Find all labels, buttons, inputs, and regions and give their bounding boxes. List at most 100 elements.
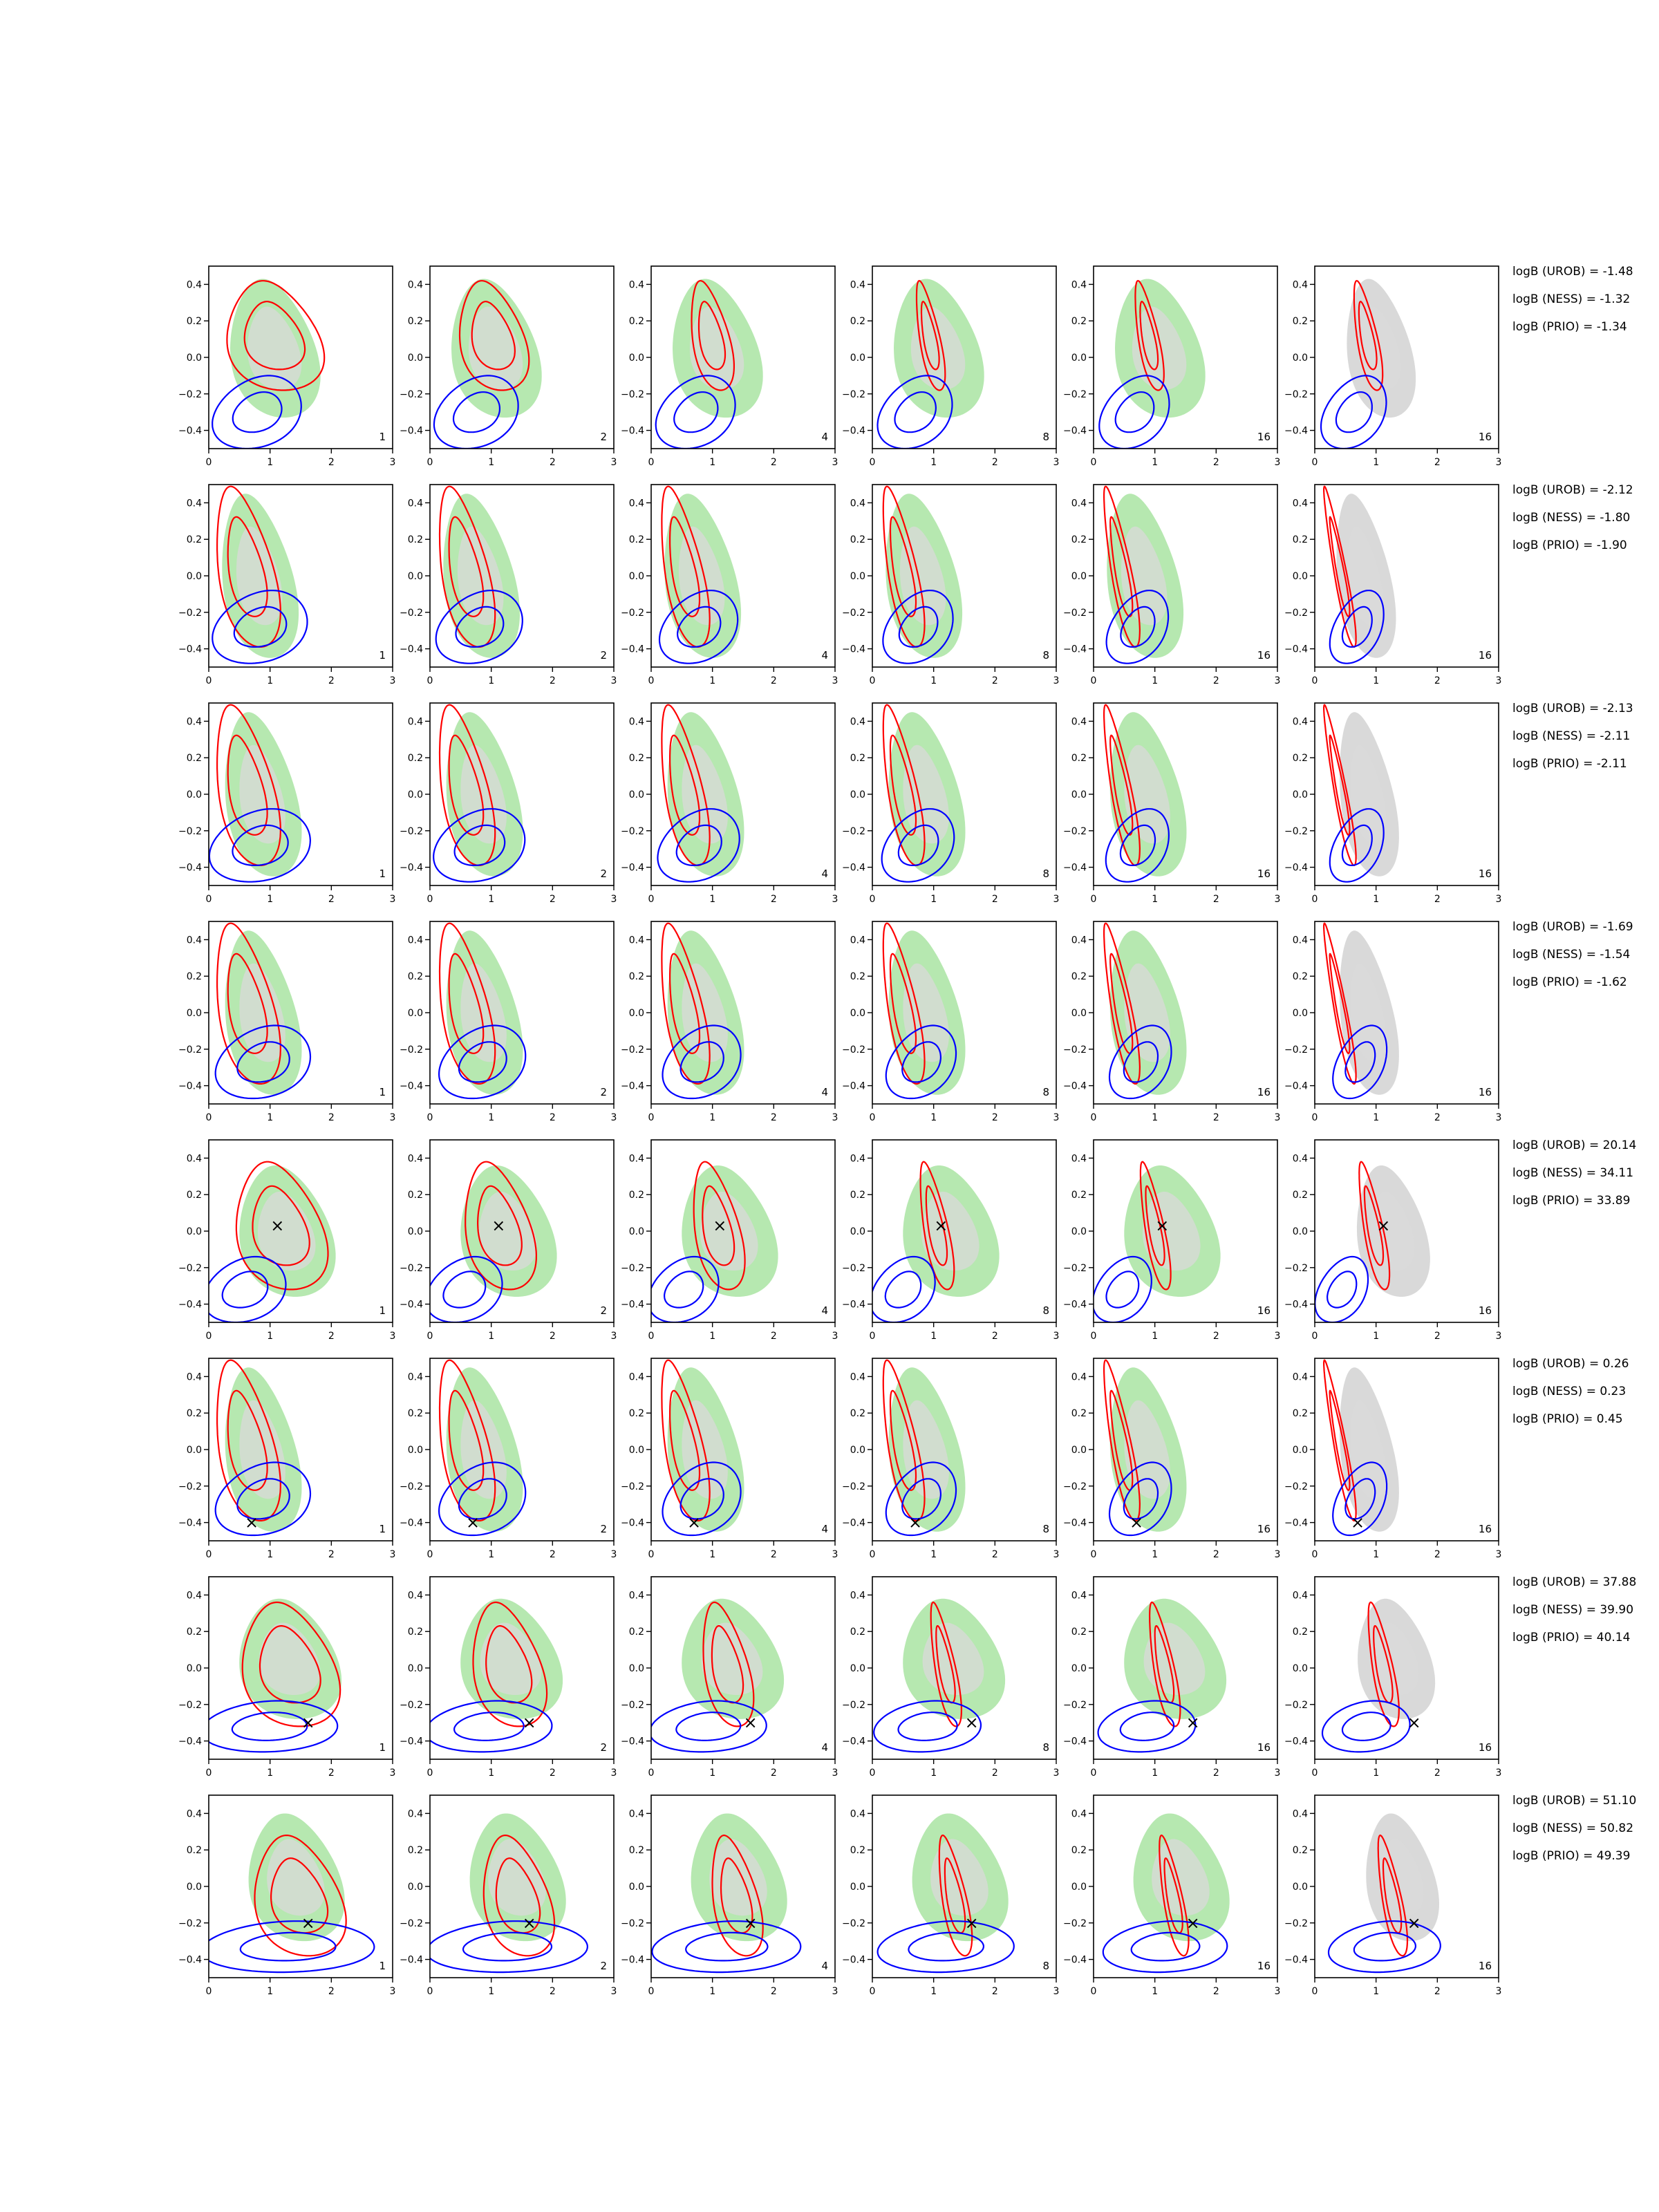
y-tick-label: 0.0 [1293, 353, 1308, 364]
x-tick-label: 1 [930, 675, 937, 686]
red-contour-inner [448, 953, 485, 1054]
blue-contour-outer [438, 1461, 527, 1537]
y-tick-label: 0.0 [629, 1226, 644, 1237]
y-tick-label: 0.4 [187, 498, 202, 509]
red-contour-outer [241, 1601, 341, 1727]
x-tick-label: 1 [1373, 1986, 1379, 1997]
y-tick-label: 0.2 [408, 316, 423, 327]
y-tick-label: 0.0 [408, 353, 423, 364]
x-tick-label: 1 [1373, 457, 1379, 468]
y-tick-label: 0.2 [1071, 753, 1087, 764]
x-tick-label: 3 [390, 1549, 396, 1560]
x-tick-label: 3 [611, 457, 617, 468]
x-tick-label: 0 [870, 1986, 876, 1997]
subplot-r2-c5: 0 1 2 3 0.4 0.2 0.0 −0.2 −0.4 16 [1063, 484, 1280, 686]
y-tick-label: 0.4 [629, 935, 644, 946]
blue-contour-outer [1329, 808, 1385, 883]
corner-label: 16 [1479, 868, 1492, 880]
y-tick-label: 0.4 [408, 716, 423, 727]
y-tick-label: 0.0 [1071, 1663, 1087, 1674]
x-tick-label: 0 [1091, 1331, 1097, 1342]
red-contour-outer [1103, 1359, 1141, 1521]
blue-contour-inner [1119, 1712, 1175, 1741]
x-tick-label: 0 [427, 1112, 433, 1123]
y-tick-label: −0.4 [1063, 1736, 1087, 1747]
x-tick-label: 3 [390, 1331, 396, 1342]
subplot-r6-c3: × 0 1 2 3 0.4 0.2 0.0 −0.2 −0.4 4 [621, 1358, 838, 1560]
x-tick-label: 3 [832, 1768, 838, 1779]
density-fill-inner [930, 1839, 988, 1916]
y-tick-label: 0.2 [1071, 1627, 1087, 1638]
blue-contour-outer [1329, 590, 1385, 664]
blue-contour-outer [655, 375, 736, 449]
corner-label: 16 [1257, 1523, 1271, 1535]
x-tick-label: 1 [267, 675, 273, 686]
red-contour-outer [216, 922, 281, 1085]
logb-line: logB (UROB) = 51.10 [1512, 1794, 1637, 1808]
red-contour-outer [1323, 922, 1357, 1085]
x-tick-label: 0 [427, 1549, 433, 1560]
x-tick-label: 0 [648, 675, 655, 686]
y-tick-label: −0.4 [842, 1081, 865, 1092]
density-fill-inner [1347, 526, 1383, 626]
corner-label: 8 [1042, 1086, 1049, 1098]
red-contour-outer [711, 1835, 764, 1957]
y-tick-label: −0.4 [1284, 1736, 1308, 1747]
y-tick-label: 0.4 [850, 1590, 865, 1601]
y-tick-label: 0.2 [1071, 1190, 1087, 1201]
logb-line: logB (NESS) = -1.80 [1512, 511, 1631, 525]
density-fill-inner [903, 744, 949, 844]
y-tick-label: 0.2 [408, 753, 423, 764]
subplot-r5-c4: × 0 1 2 3 0.4 0.2 0.0 −0.2 −0.4 8 [842, 1139, 1059, 1342]
y-tick-label: −0.2 [621, 1700, 644, 1711]
y-tick-label: 0.0 [629, 1445, 644, 1456]
true-value-marker: × [1186, 1913, 1200, 1933]
true-value-marker: × [491, 1216, 505, 1235]
x-tick-label: 2 [992, 1986, 998, 1997]
y-tick-label: 0.0 [1293, 1663, 1308, 1674]
density-fill-inner [1124, 1400, 1170, 1499]
corner-label: 4 [821, 1741, 828, 1754]
y-tick-label: −0.2 [1284, 1044, 1308, 1056]
subplot-r7-c4: × 0 1 2 3 0.4 0.2 0.0 −0.2 −0.4 8 [842, 1576, 1059, 1779]
y-tick-label: −0.2 [178, 826, 202, 837]
logb-line: logB (UROB) = -2.12 [1512, 483, 1633, 497]
y-tick-label: 0.0 [1293, 571, 1308, 582]
blue-contour-outer [1102, 1920, 1228, 1974]
blue-contour-inner [1344, 1041, 1376, 1083]
blue-contour-inner [232, 391, 283, 433]
x-tick-label: 3 [1053, 1549, 1060, 1560]
red-contour-outer [226, 280, 326, 391]
x-tick-label: 0 [1091, 1768, 1097, 1779]
x-tick-label: 2 [550, 894, 556, 905]
density-fill-inner [1124, 963, 1170, 1062]
y-tick-label: −0.4 [400, 1955, 423, 1966]
blue-contour-outer [877, 375, 953, 449]
red-contour-outer [1358, 1161, 1391, 1291]
x-tick-label: 3 [1496, 675, 1502, 686]
logb-block-row-1: logB (UROB) = -1.48 logB (NESS) = -1.32 lo… [1512, 258, 1633, 341]
red-contour-outer [482, 1835, 556, 1957]
x-tick-label: 1 [709, 1986, 715, 1997]
corner-label: 2 [600, 431, 607, 443]
x-tick-label: 2 [328, 457, 335, 468]
blue-contour-inner [239, 1931, 337, 1962]
corner-label: 16 [1257, 649, 1271, 662]
subplot-r7-c6: × 0 1 2 3 0.4 0.2 0.0 −0.2 −0.4 16 [1284, 1576, 1501, 1779]
corner-label: 1 [379, 1741, 386, 1754]
y-tick-label: 0.4 [1293, 279, 1308, 290]
y-tick-label: 0.0 [187, 1663, 202, 1674]
y-tick-label: 0.2 [629, 534, 644, 545]
y-tick-label: −0.4 [621, 1736, 644, 1747]
corner-label: 16 [1257, 1086, 1271, 1098]
y-tick-label: 0.2 [1293, 1190, 1308, 1201]
x-tick-label: 1 [267, 1549, 273, 1560]
red-contour-outer [882, 1359, 926, 1521]
y-tick-label: −0.4 [400, 1081, 423, 1092]
blue-contour-outer [881, 808, 955, 883]
red-contour-inner [1373, 1625, 1394, 1704]
x-tick-label: 2 [550, 675, 556, 686]
blue-contour-outer [212, 375, 302, 449]
x-tick-label: 3 [1496, 1986, 1502, 1997]
red-contour-inner [1363, 1185, 1385, 1266]
